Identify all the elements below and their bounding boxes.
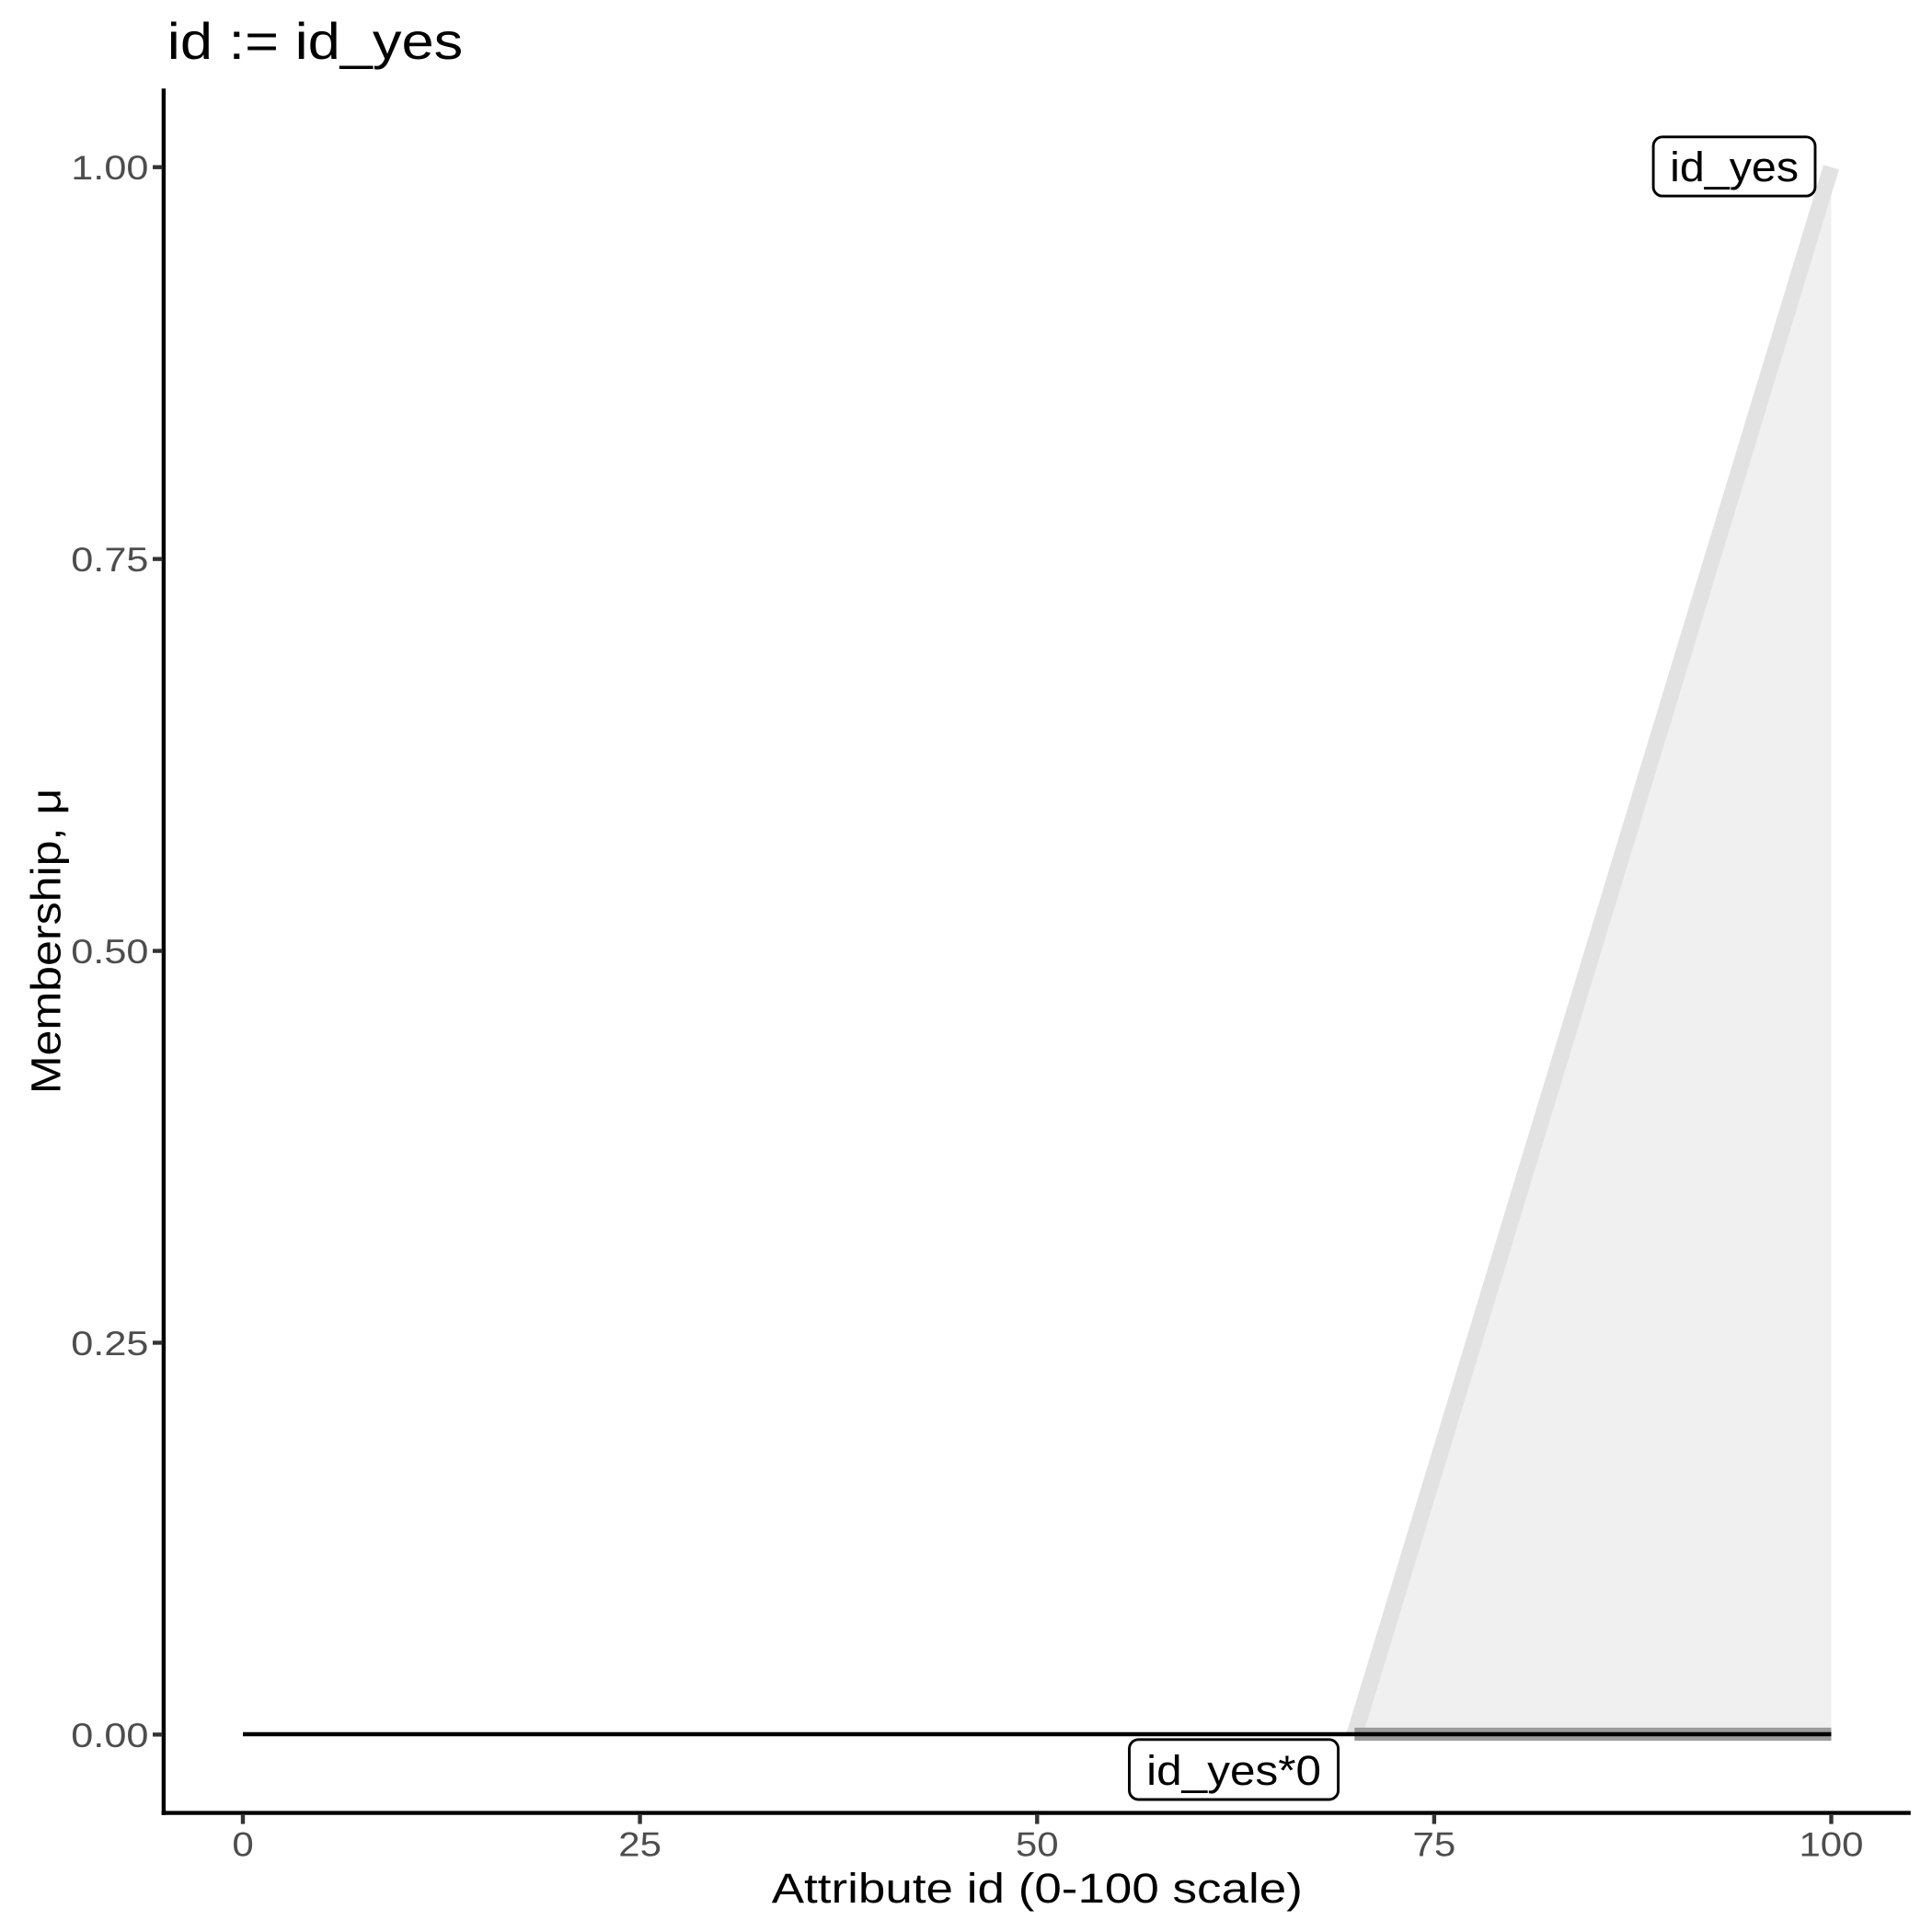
svg-text:50: 50 bbox=[1016, 1826, 1059, 1864]
svg-text:Membership, μ: Membership, μ bbox=[23, 788, 70, 1094]
svg-text:75: 75 bbox=[1413, 1826, 1456, 1864]
svg-text:0.75: 0.75 bbox=[71, 541, 148, 579]
svg-text:id_yes*0: id_yes*0 bbox=[1146, 1748, 1321, 1795]
svg-text:100: 100 bbox=[1799, 1826, 1863, 1864]
svg-text:id := id_yes: id := id_yes bbox=[167, 13, 463, 71]
svg-text:25: 25 bbox=[618, 1826, 661, 1864]
svg-text:0: 0 bbox=[232, 1826, 253, 1864]
svg-text:0.25: 0.25 bbox=[71, 1325, 148, 1363]
svg-text:1.00: 1.00 bbox=[71, 149, 148, 187]
svg-text:id_yes: id_yes bbox=[1670, 143, 1799, 190]
svg-text:Attribute id (0-100 scale): Attribute id (0-100 scale) bbox=[772, 1865, 1303, 1912]
svg-text:0.00: 0.00 bbox=[71, 1717, 148, 1754]
svg-text:0.50: 0.50 bbox=[71, 933, 148, 971]
